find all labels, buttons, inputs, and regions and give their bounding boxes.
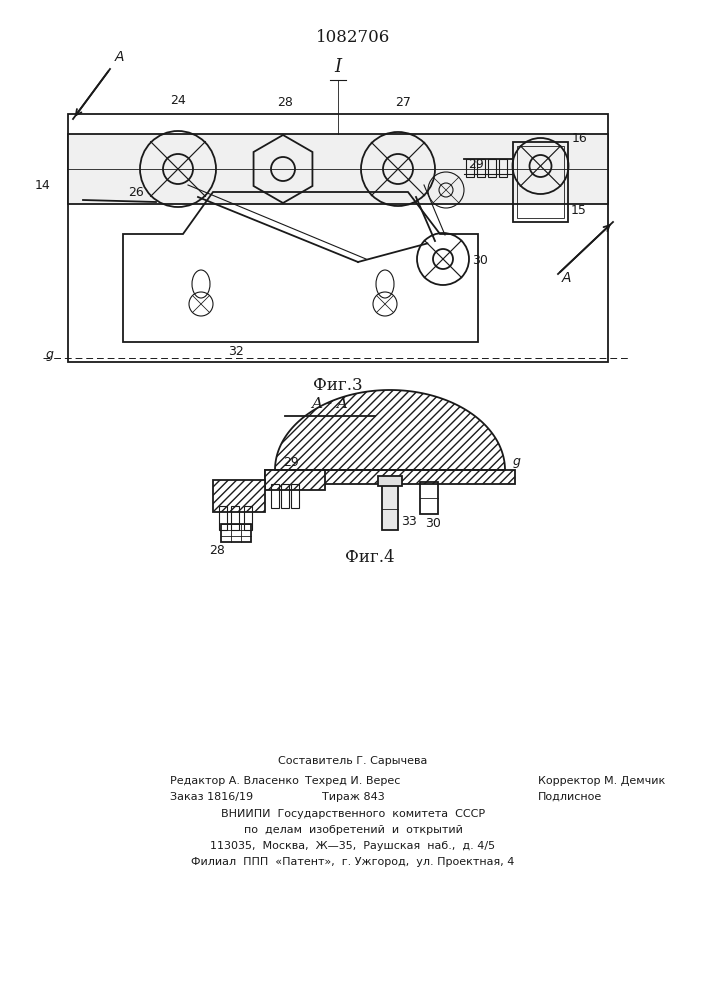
Text: 14: 14	[34, 179, 50, 192]
Bar	[271, 484, 279, 508]
Bar	[488, 159, 496, 177]
Text: Подлисное: Подлисное	[538, 792, 602, 802]
Text: по  делам  изобретений  и  открытий: по делам изобретений и открытий	[244, 825, 462, 835]
Bar	[517, 146, 564, 218]
Polygon shape	[275, 390, 505, 470]
Text: Филиал  ППП  «Патент»,  г. Ужгород,  ул. Проектная, 4: Филиал ППП «Патент», г. Ужгород, ул. Про…	[192, 857, 515, 867]
Bar	[265, 470, 515, 484]
Bar	[265, 470, 325, 490]
Bar	[291, 484, 299, 508]
Text: 32: 32	[228, 345, 244, 358]
Text: A: A	[115, 50, 124, 64]
Text: 29: 29	[283, 456, 299, 469]
Text: Составитель Г. Сарычева: Составитель Г. Сарычева	[279, 756, 428, 766]
Bar	[244, 506, 252, 530]
Text: Заказ 1816/19: Заказ 1816/19	[170, 792, 253, 802]
Text: Корректор М. Демчик: Корректор М. Демчик	[538, 776, 665, 786]
Text: Фиг.3: Фиг.3	[313, 377, 363, 394]
Bar	[513, 142, 568, 222]
Bar	[382, 484, 398, 530]
Text: g: g	[513, 455, 521, 468]
Text: Техред И. Верес: Техред И. Верес	[305, 776, 401, 786]
Bar	[281, 484, 289, 508]
Bar	[466, 159, 474, 177]
Text: 16: 16	[571, 132, 588, 145]
Text: 28: 28	[209, 544, 225, 557]
Bar	[420, 482, 438, 514]
Text: 29: 29	[468, 158, 484, 171]
Text: Фиг.4: Фиг.4	[345, 549, 395, 566]
Text: 28: 28	[277, 96, 293, 109]
Text: g: g	[45, 348, 53, 361]
Bar	[219, 506, 227, 530]
Text: A: A	[562, 271, 571, 285]
Text: 30: 30	[472, 254, 488, 267]
Bar	[499, 159, 507, 177]
Bar	[68, 134, 608, 204]
Text: Редактор А. Власенко: Редактор А. Власенко	[170, 776, 299, 786]
Text: 27: 27	[395, 96, 411, 109]
Text: 113035,  Москва,  Ж—35,  Раушская  наб.,  д. 4/5: 113035, Москва, Ж—35, Раушская наб., д. …	[211, 841, 496, 851]
Text: 15: 15	[571, 204, 587, 217]
Bar	[68, 114, 608, 362]
Text: 1082706: 1082706	[316, 29, 390, 46]
Bar	[477, 159, 485, 177]
Bar	[213, 480, 265, 512]
Text: 33: 33	[401, 515, 416, 528]
Bar	[231, 506, 239, 530]
Bar	[221, 524, 251, 542]
Text: I: I	[334, 58, 341, 76]
Text: 30: 30	[425, 517, 441, 530]
Text: A - A: A - A	[312, 397, 349, 411]
Text: 26: 26	[128, 186, 144, 199]
Text: ВНИИПИ  Государственного  комитета  СССР: ВНИИПИ Государственного комитета СССР	[221, 809, 485, 819]
Bar	[378, 476, 402, 486]
Text: 24: 24	[170, 94, 186, 107]
Text: Тираж 843: Тираж 843	[322, 792, 385, 802]
